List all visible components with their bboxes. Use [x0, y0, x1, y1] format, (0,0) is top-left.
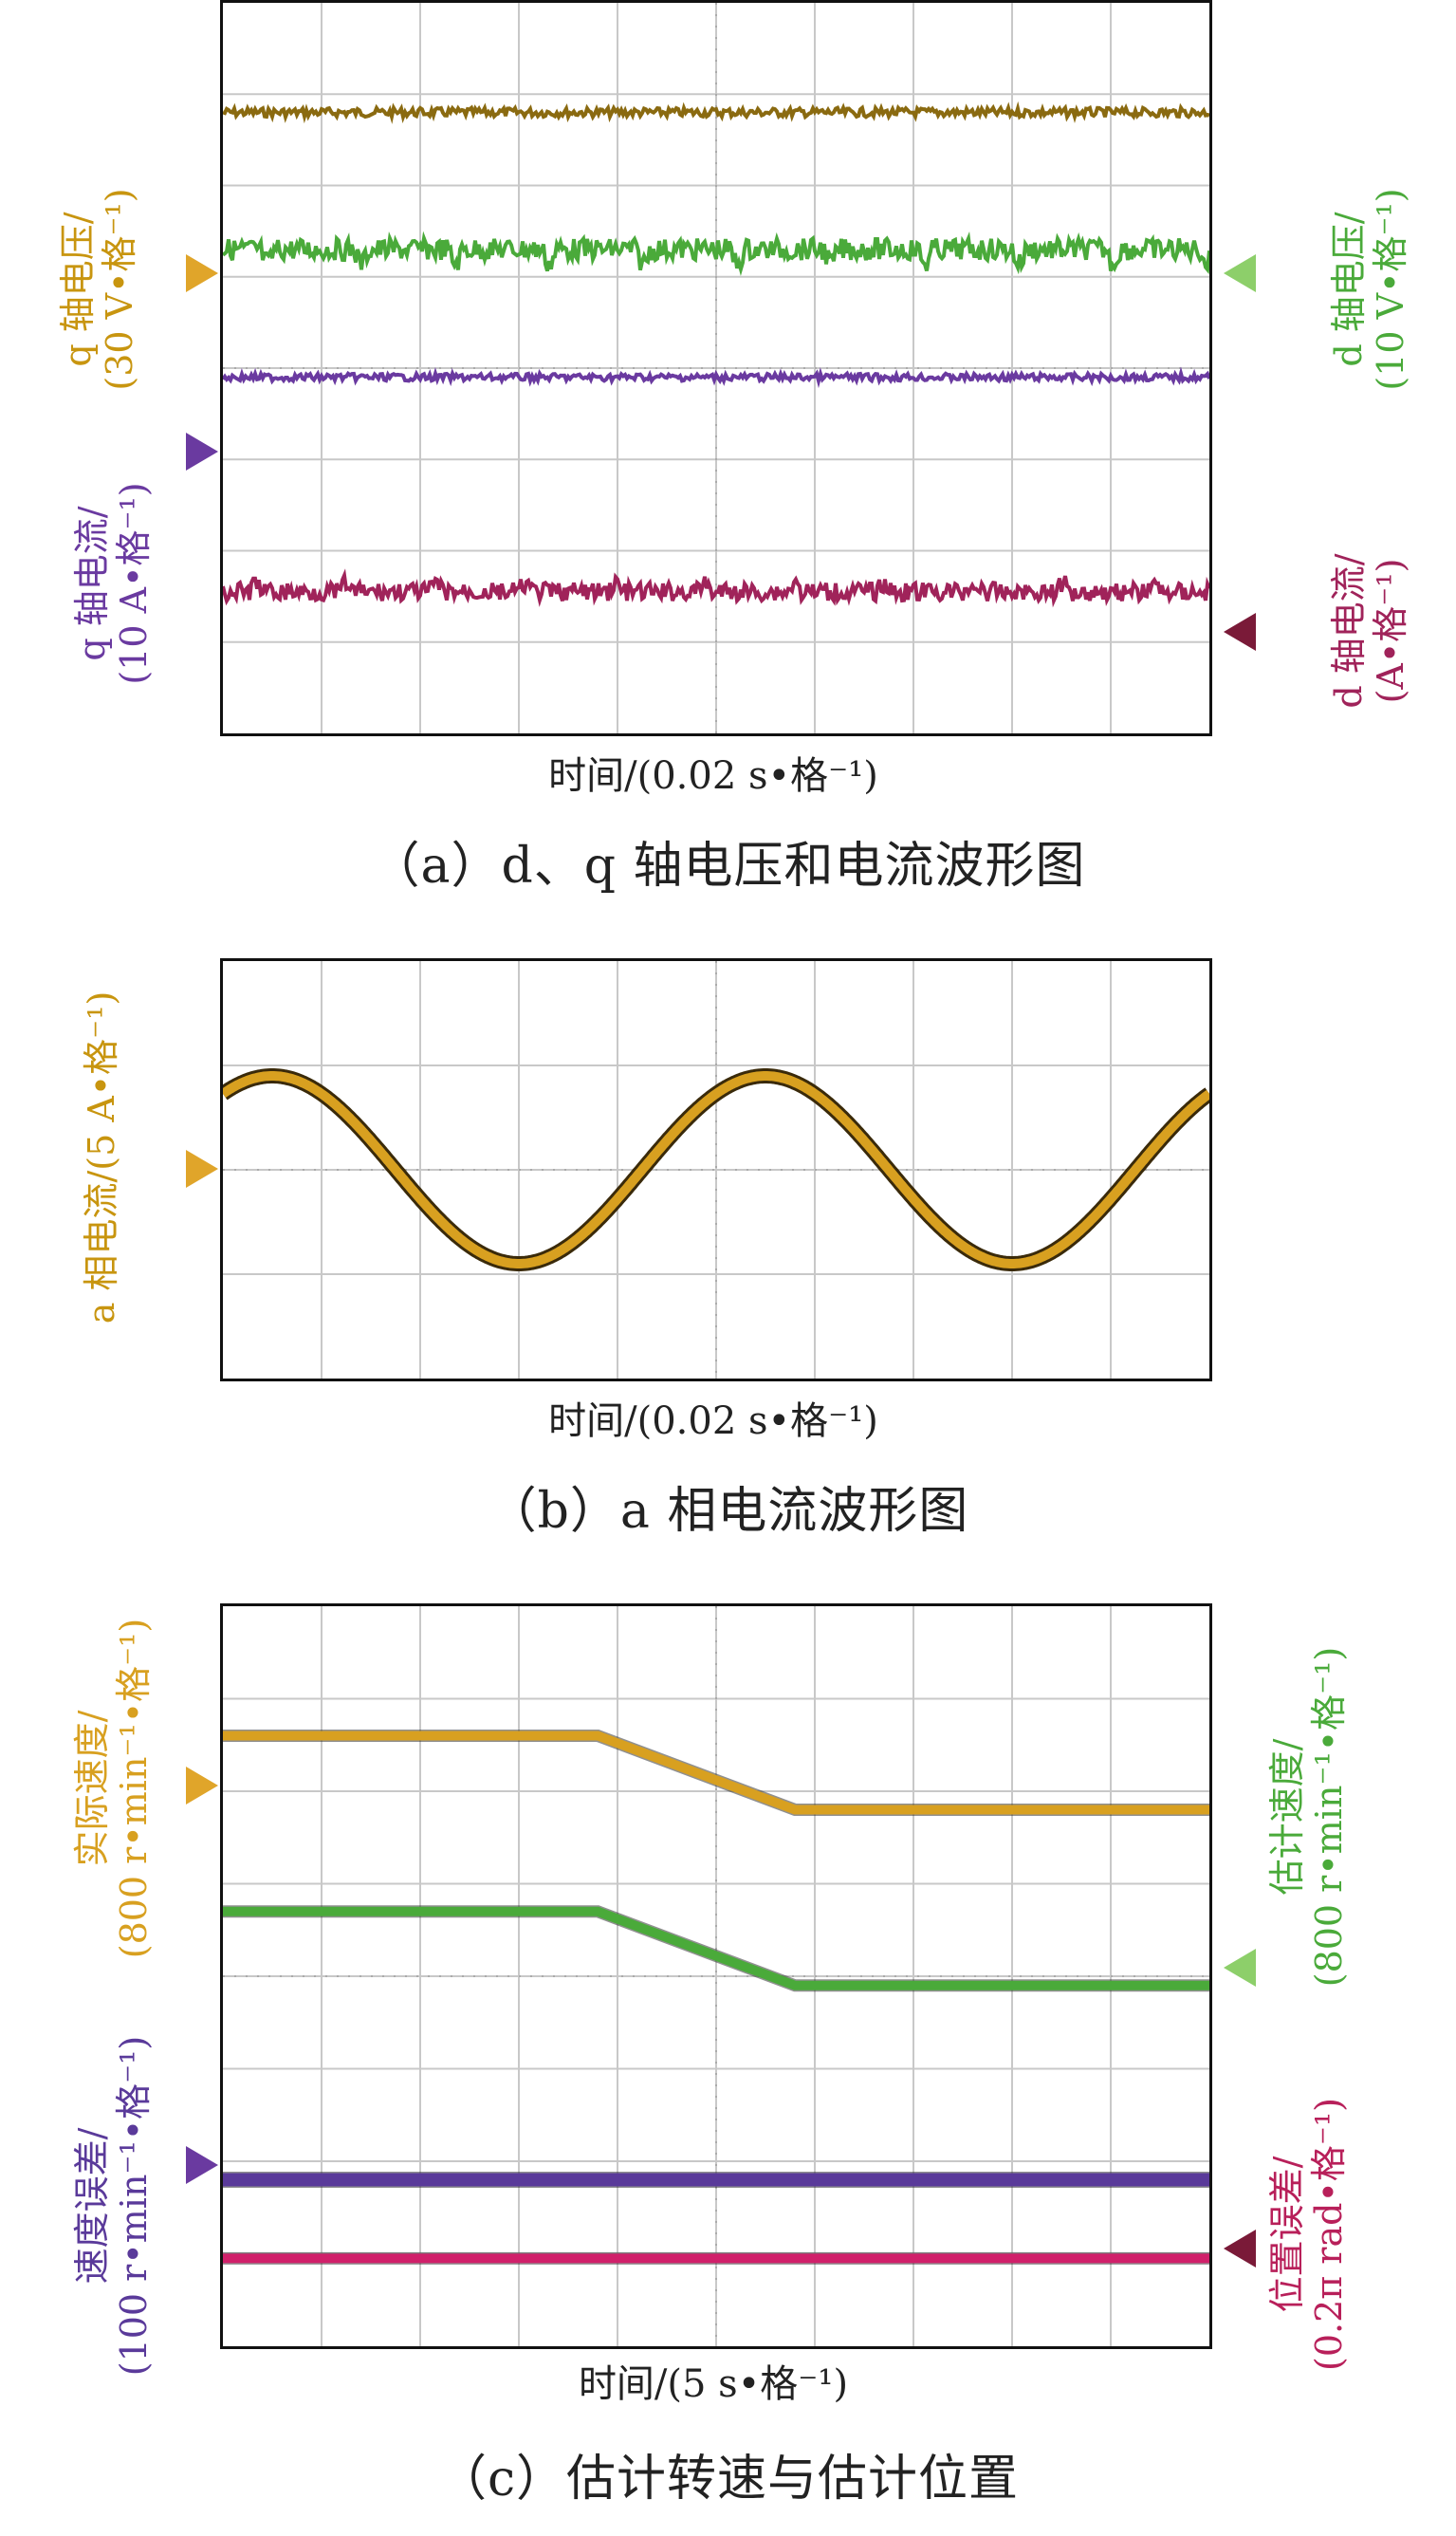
caption-c: （c）估计转速与估计位置 [436, 2451, 1020, 2508]
series-line-2 [223, 231, 1209, 277]
marker-d-voltage [1224, 254, 1256, 292]
label-estimated-speed: 估计速度/(800 r•min⁻¹•格⁻¹) [1266, 1646, 1350, 1988]
label-d-current: d 轴电流/(A•格⁻¹) [1328, 553, 1411, 709]
scope-c-svg [223, 1606, 1209, 2346]
marker-estimated-speed [1224, 1949, 1256, 1987]
label-position-error: 位置误差/(0.2π rad•格⁻¹) [1266, 2098, 1350, 2371]
a-current-line [223, 1071, 1209, 1268]
scope-a-svg [223, 3, 1209, 733]
label-d-voltage: d 轴电压/(10 V•格⁻¹) [1328, 188, 1411, 391]
marker-d-current [1224, 613, 1256, 651]
x-axis-label-a: 时间/(0.02 s•格⁻¹) [548, 754, 878, 798]
x-axis-label-b: 时间/(0.02 s•格⁻¹) [548, 1399, 878, 1443]
scope-a-grid [223, 3, 1209, 733]
scope-a [220, 0, 1212, 736]
caption-b: （b）a 相电流波形图 [487, 1483, 969, 1540]
marker-speed-error [186, 2146, 218, 2184]
series-line-1 [223, 1731, 1209, 1815]
scope-c [220, 1603, 1212, 2349]
scope-b-grid [223, 961, 1209, 1379]
label-q-voltage: q 轴电压/(30 V•格⁻¹) [57, 188, 140, 391]
series-line-4 [223, 568, 1209, 608]
label-a-current: a 相电流/(5 A•格⁻¹) [81, 990, 122, 1324]
series-line-3 [223, 366, 1209, 389]
marker-actual-speed [186, 1767, 218, 1805]
series-line-1 [223, 101, 1209, 124]
scope-b-svg [223, 961, 1209, 1379]
scope-b [220, 958, 1212, 1381]
caption-a: （a）d、q 轴电压和电流波形图 [370, 838, 1086, 895]
x-axis-label-c: 时间/(5 s•格⁻¹) [578, 2362, 849, 2406]
marker-a-current [186, 1150, 218, 1188]
series-line-2 [223, 1906, 1209, 1990]
scope-c-grid [223, 1606, 1209, 2346]
label-speed-error: 速度误差/(100 r•min⁻¹•格⁻¹) [71, 2035, 155, 2377]
marker-q-voltage [186, 254, 218, 292]
label-actual-speed: 实际速度/(800 r•min⁻¹•格⁻¹) [71, 1618, 155, 1959]
marker-position-error [1224, 2230, 1256, 2268]
marker-q-current [186, 433, 218, 471]
label-q-current: q 轴电流/(10 A•格⁻¹) [71, 482, 155, 685]
